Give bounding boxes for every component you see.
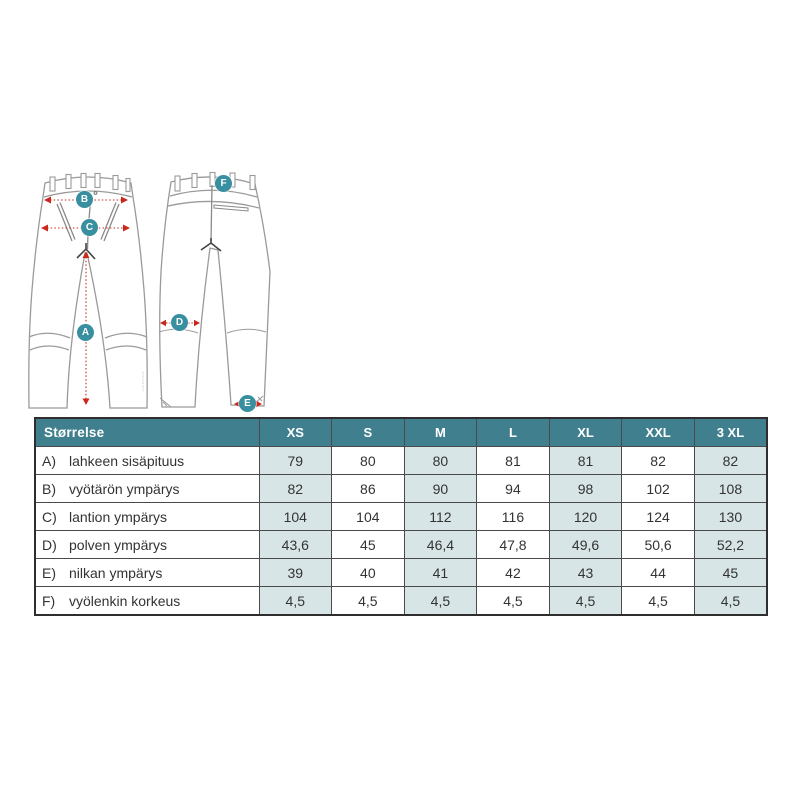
measurement-label-cell: F) vyölenkin korkeus — [34, 586, 260, 616]
header-xl: XL — [548, 417, 623, 447]
measurement-name: vyötärön ympärys — [69, 480, 180, 497]
size-value-cell: 50,6 — [621, 530, 695, 559]
size-value-cell: 94 — [476, 474, 550, 503]
header-size-label: Størrelse — [34, 417, 260, 447]
size-value-cell: 4,5 — [548, 586, 623, 616]
size-value-cell: 39 — [258, 558, 333, 587]
size-value-cell: 40 — [331, 558, 405, 587]
header-s: S — [331, 417, 405, 447]
measurement-key: C) — [42, 508, 57, 525]
size-value-cell: 4,5 — [621, 586, 695, 616]
size-value-cell: 102 — [621, 474, 695, 503]
marker-a-inseam: A — [77, 324, 94, 341]
size-value-cell: 42 — [476, 558, 550, 587]
size-value-cell: 81 — [548, 446, 623, 475]
marker-b-waist: B — [76, 191, 93, 208]
size-value-cell: 104 — [258, 502, 333, 531]
size-value-cell: 47,8 — [476, 530, 550, 559]
size-value-cell: 130 — [693, 502, 768, 531]
measurement-label-cell: D) polven ympärys — [34, 530, 260, 559]
size-value-cell: 116 — [476, 502, 550, 531]
marker-d-knee: D — [171, 314, 188, 331]
measurement-key: F) — [42, 592, 56, 609]
size-value-cell: 81 — [476, 446, 550, 475]
size-value-cell: 90 — [403, 474, 478, 503]
marker-e-ankle: E — [239, 395, 256, 412]
size-value-cell: 43,6 — [258, 530, 333, 559]
table-row: C) lantion ympärys 104 104 112 116 120 124 130 — [34, 502, 768, 531]
header-row: Størrelse XS S M L XL XXL 3 XL — [34, 417, 768, 447]
measurement-name: polven ympärys — [69, 536, 168, 553]
size-value-cell: 43 — [548, 558, 623, 587]
size-table-body: A) lahkeen sisäpituus 79 80 80 81 81 82 82 B) vyöt… — [34, 446, 768, 616]
front-pockets — [56, 202, 120, 242]
size-value-cell: 45 — [693, 558, 768, 587]
size-value-cell: 44 — [621, 558, 695, 587]
measurement-key: A) — [42, 452, 56, 469]
size-table-header: Størrelse XS S M L XL XXL 3 XL — [34, 417, 768, 447]
pants-front-drawing — [28, 172, 148, 409]
size-value-cell: 82 — [258, 474, 333, 503]
size-value-cell: 86 — [331, 474, 405, 503]
size-value-cell: 4,5 — [258, 586, 333, 616]
header-l: L — [476, 417, 550, 447]
measure-arrowheads-back — [160, 319, 262, 408]
size-value-cell: 82 — [621, 446, 695, 475]
size-value-cell: 120 — [548, 502, 623, 531]
measurement-name: nilkan ympärys — [69, 564, 163, 581]
measurement-label-cell: A) lahkeen sisäpituus — [34, 446, 260, 475]
measurement-label-cell: C) lantion ympärys — [34, 502, 260, 531]
size-value-cell: 108 — [693, 474, 768, 503]
measurement-label-cell: B) vyötärön ympärys — [34, 474, 260, 503]
header-m: M — [403, 417, 478, 447]
marker-c-hip: C — [81, 219, 98, 236]
size-value-cell: 46,4 — [403, 530, 478, 559]
size-value-cell: 49,6 — [548, 530, 623, 559]
measurement-name: lahkeen sisäpituus — [69, 452, 185, 469]
size-value-cell: 104 — [331, 502, 405, 531]
measurement-key: E) — [42, 564, 56, 581]
size-value-cell: 80 — [403, 446, 478, 475]
size-value-cell: 4,5 — [403, 586, 478, 616]
measurement-key: D) — [42, 536, 57, 553]
size-table: Størrelse XS S M L XL XXL 3 XL A) lahkeen… — [34, 417, 768, 616]
table-row: F) vyölenkin korkeus 4,5 4,5 4,5 4,5 4,5 4,5 4,5 — [34, 586, 768, 616]
size-value-cell: 80 — [331, 446, 405, 475]
size-value-cell: 41 — [403, 558, 478, 587]
measurement-key: B) — [42, 480, 56, 497]
size-value-cell: 124 — [621, 502, 695, 531]
size-value-cell: 4,5 — [331, 586, 405, 616]
size-value-cell: 52,2 — [693, 530, 768, 559]
size-value-cell: 4,5 — [476, 586, 550, 616]
front-belt-loops — [49, 172, 131, 193]
size-value-cell: 45 — [331, 530, 405, 559]
measurement-name: lantion ympärys — [69, 508, 168, 525]
measurement-label-cell: E) nilkan ympärys — [34, 558, 260, 587]
measure-arrowheads-front — [41, 196, 130, 405]
header-3xl: 3 XL — [693, 417, 768, 447]
table-row: A) lahkeen sisäpituus 79 80 80 81 81 82 82 — [34, 446, 768, 475]
size-value-cell: 79 — [258, 446, 333, 475]
table-row: B) vyötärön ympärys 82 86 90 94 98 102 108 — [34, 474, 768, 503]
table-row: E) nilkan ympärys 39 40 41 42 43 44 45 — [34, 558, 768, 587]
header-xxl: XXL — [621, 417, 695, 447]
size-value-cell: 112 — [403, 502, 478, 531]
pants-back-drawing — [158, 171, 271, 408]
size-value-cell: 98 — [548, 474, 623, 503]
table-row: D) polven ympärys 43,6 45 46,4 47,8 49,6 50,6 52… — [34, 530, 768, 559]
measurement-name: vyölenkin korkeus — [69, 592, 181, 609]
size-value-cell: 82 — [693, 446, 768, 475]
marker-f-belt-loop: F — [215, 175, 232, 192]
size-value-cell: 4,5 — [693, 586, 768, 616]
header-xs: XS — [258, 417, 333, 447]
